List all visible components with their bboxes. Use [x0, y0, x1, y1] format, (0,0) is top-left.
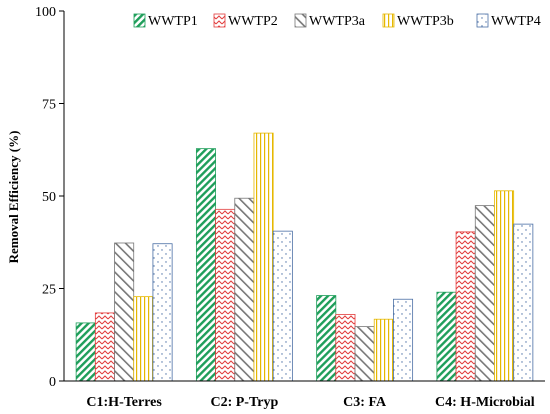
bar-wwtp3b-2	[253, 132, 274, 382]
bar-wwtp4-1	[152, 243, 173, 382]
bar-wwtp3b-4	[494, 190, 515, 382]
x-category-label: C1:H-Terres	[86, 395, 162, 410]
legend-label-wwtp3b: WWTP3b	[397, 14, 454, 29]
bar-wwtp2-3	[335, 313, 356, 382]
bar-wwtp4-4	[513, 223, 534, 382]
axes-layer: 0 25 50 75 100 C1:H-Terres C2: P-Tryp C3: FA C4:…	[35, 5, 545, 410]
bar-wwtp3b-3	[373, 318, 394, 382]
legend-label-wwtp4: WWTP4	[491, 14, 541, 29]
bar-wwtp1-2	[195, 148, 216, 382]
bar-wwtp1-3	[316, 295, 337, 382]
bar-wwtp3a-3	[354, 326, 375, 382]
legend-swatch-wwtp4	[476, 13, 489, 28]
bar-wwtp4-3	[393, 298, 414, 382]
bar-wwtp3a-2	[234, 197, 255, 382]
x-category-label: C4: H-Microbial	[435, 395, 535, 410]
legend-swatch-wwtp3b	[382, 13, 395, 28]
y-tick-label: 0	[49, 375, 56, 390]
bar-wwtp3a-1	[114, 242, 135, 382]
y-tick-label: 50	[42, 190, 56, 205]
bars-layer	[75, 132, 534, 382]
bar-wwtp1-1	[75, 322, 96, 382]
y-axis-title: Removal Efficiency (%)	[6, 131, 21, 264]
bar-wwtp1-4	[436, 291, 457, 382]
x-category-label: C3: FA	[343, 395, 387, 410]
bar-wwtp2-4	[455, 231, 476, 382]
bar-wwtp2-2	[215, 208, 236, 382]
y-tick-label: 75	[42, 98, 56, 113]
legend-swatch-wwtp1	[133, 13, 146, 28]
x-category-label: C2: P-Tryp	[210, 395, 278, 410]
bar-wwtp2-1	[94, 312, 115, 382]
y-tick-label: 100	[35, 5, 56, 20]
legend-label-wwtp2: WWTP2	[228, 14, 278, 29]
legend-label-wwtp1: WWTP1	[148, 14, 198, 29]
legend: WWTP1 WWTP2 WWTP3a WWTP3b WWTP4	[133, 13, 541, 29]
bar-wwtp4-2	[272, 230, 293, 382]
bar-wwtp3a-4	[474, 205, 495, 382]
legend-swatch-wwtp2	[213, 13, 226, 28]
legend-swatch-wwtp3a	[294, 13, 307, 28]
y-tick-label: 25	[42, 283, 56, 298]
bar-wwtp3b-1	[133, 296, 154, 382]
legend-label-wwtp3a: WWTP3a	[309, 14, 366, 29]
